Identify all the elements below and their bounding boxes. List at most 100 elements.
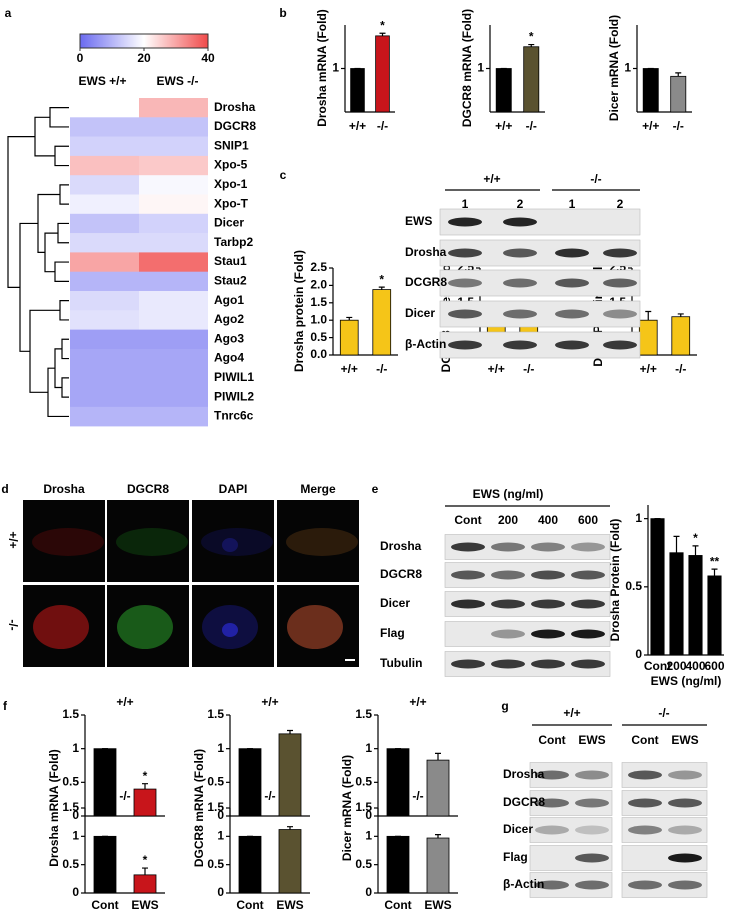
image-column-label: Merge bbox=[300, 482, 336, 496]
panel-letter: f bbox=[3, 699, 8, 713]
chart-title: +/+ bbox=[261, 695, 278, 709]
e-blot-band bbox=[531, 570, 565, 580]
error-bar bbox=[528, 43, 535, 47]
y-tick-label: 1 bbox=[217, 741, 224, 755]
y-axis-label: Drosha Protein (Fold) bbox=[608, 519, 622, 642]
image-row-label: +/+ bbox=[6, 531, 20, 548]
g-blot-band bbox=[535, 770, 569, 780]
heatmap-cell bbox=[139, 175, 208, 195]
x-tick-label: EWS bbox=[424, 898, 451, 912]
error-bar bbox=[673, 535, 680, 553]
y-tick-label: 1.0 bbox=[310, 312, 327, 326]
y-tick-label: 1.5 bbox=[355, 707, 372, 721]
e-blot-band bbox=[491, 659, 525, 669]
dendrogram-branch bbox=[61, 377, 69, 398]
panel-letter: g bbox=[501, 699, 508, 713]
heatmap-cell bbox=[139, 194, 208, 215]
heatmap-cell bbox=[70, 136, 139, 157]
error-bar bbox=[346, 316, 353, 321]
row-label: Xpo-T bbox=[214, 196, 249, 210]
error-bar bbox=[711, 568, 718, 576]
g-blot-band bbox=[628, 825, 662, 835]
y-tick-label: 0.0 bbox=[310, 347, 327, 361]
x-tick-label: -/- bbox=[673, 119, 684, 133]
bar bbox=[671, 316, 691, 356]
lane-label: EWS bbox=[578, 733, 605, 747]
heatmap-cell bbox=[70, 194, 139, 215]
e-blot-band bbox=[571, 629, 605, 639]
heatmap-cell bbox=[70, 348, 139, 369]
y-tick-label: 1.5 bbox=[310, 295, 327, 309]
c-blot-band bbox=[503, 278, 537, 288]
significance-label: * bbox=[379, 272, 384, 286]
y-tick-label: 0.5 bbox=[625, 579, 642, 593]
g-blot-band bbox=[575, 853, 609, 863]
micrograph bbox=[192, 500, 274, 582]
c-blot-band bbox=[503, 248, 537, 258]
image-column-label: DGCR8 bbox=[127, 482, 169, 496]
lane-label: 2 bbox=[617, 197, 624, 211]
image-column-label: DAPI bbox=[219, 482, 248, 496]
e-blot-band bbox=[491, 542, 525, 552]
blot-row-label: DGCR8 bbox=[503, 795, 545, 809]
y-tick-label: 0.5 bbox=[355, 857, 372, 871]
row-label: Xpo-5 bbox=[214, 158, 248, 172]
e-blot-band bbox=[451, 570, 485, 580]
c-blot-band bbox=[503, 217, 537, 227]
group-label: +/+ bbox=[483, 172, 500, 186]
y-axis-label: Drosha protein (Fold) bbox=[292, 250, 306, 372]
bar bbox=[426, 759, 450, 817]
y-axis-label: DGCR8 mRNA (Fold) bbox=[192, 749, 206, 867]
e-blot-band bbox=[491, 599, 525, 609]
lane-label: Cont bbox=[454, 513, 481, 527]
panel-letter: d bbox=[1, 482, 8, 496]
g-blot-band bbox=[668, 853, 702, 863]
heatmap-cell bbox=[139, 348, 208, 369]
c-blot-band bbox=[448, 278, 482, 288]
x-tick-label: +/+ bbox=[488, 362, 505, 376]
g-blot-band bbox=[668, 798, 702, 808]
g-blot-band bbox=[575, 798, 609, 808]
y-tick-label: 0 bbox=[365, 808, 372, 822]
bar bbox=[278, 733, 302, 817]
y-tick-label: 1.5 bbox=[62, 800, 79, 814]
y-axis-label: Dicer mRNA (Fold) bbox=[340, 755, 354, 861]
heatmap-cell bbox=[70, 117, 139, 137]
x-tick-label: 200 bbox=[666, 659, 686, 673]
y-tick-label: 1.5 bbox=[207, 800, 224, 814]
heatmap-cell bbox=[70, 387, 139, 408]
image-column-label: Drosha bbox=[43, 482, 85, 496]
y-tick-label: 0.5 bbox=[62, 775, 79, 789]
y-tick-label: 1.5 bbox=[355, 800, 372, 814]
error-bar bbox=[287, 826, 293, 830]
cell-signal bbox=[32, 528, 104, 556]
e-blot-band bbox=[531, 629, 565, 639]
error-bar bbox=[435, 834, 441, 839]
bar bbox=[93, 835, 117, 894]
error-bar bbox=[435, 752, 441, 761]
y-axis-label: Drosha mRNA (Fold) bbox=[315, 9, 329, 127]
e-blot-band bbox=[491, 570, 525, 580]
heatmap-cell bbox=[70, 155, 139, 176]
chart-title: -/- bbox=[264, 789, 275, 803]
row-label: Ago4 bbox=[214, 351, 244, 365]
c-blot-band bbox=[448, 248, 482, 258]
bar bbox=[642, 68, 659, 113]
blot-row-label: β-Actin bbox=[503, 877, 544, 891]
blot-row-label: DGCR8 bbox=[380, 567, 422, 581]
e-blot-band bbox=[531, 659, 565, 669]
heatmap-cell bbox=[139, 291, 208, 311]
x-tick-label: +/+ bbox=[642, 119, 659, 133]
lane-label: 600 bbox=[578, 513, 598, 527]
x-tick-label: EWS bbox=[276, 898, 303, 912]
heatmap-cell bbox=[70, 310, 139, 330]
c-blot-band bbox=[603, 340, 637, 350]
lane-label: EWS bbox=[671, 733, 698, 747]
dendrogram-branch bbox=[54, 145, 69, 167]
error-bar bbox=[677, 313, 684, 317]
significance-label: * bbox=[529, 30, 534, 44]
y-tick-label: 0 bbox=[72, 808, 79, 822]
row-label: Xpo-1 bbox=[214, 177, 248, 191]
c-blot-bg bbox=[439, 208, 641, 236]
dendrogram-branch bbox=[59, 184, 69, 205]
